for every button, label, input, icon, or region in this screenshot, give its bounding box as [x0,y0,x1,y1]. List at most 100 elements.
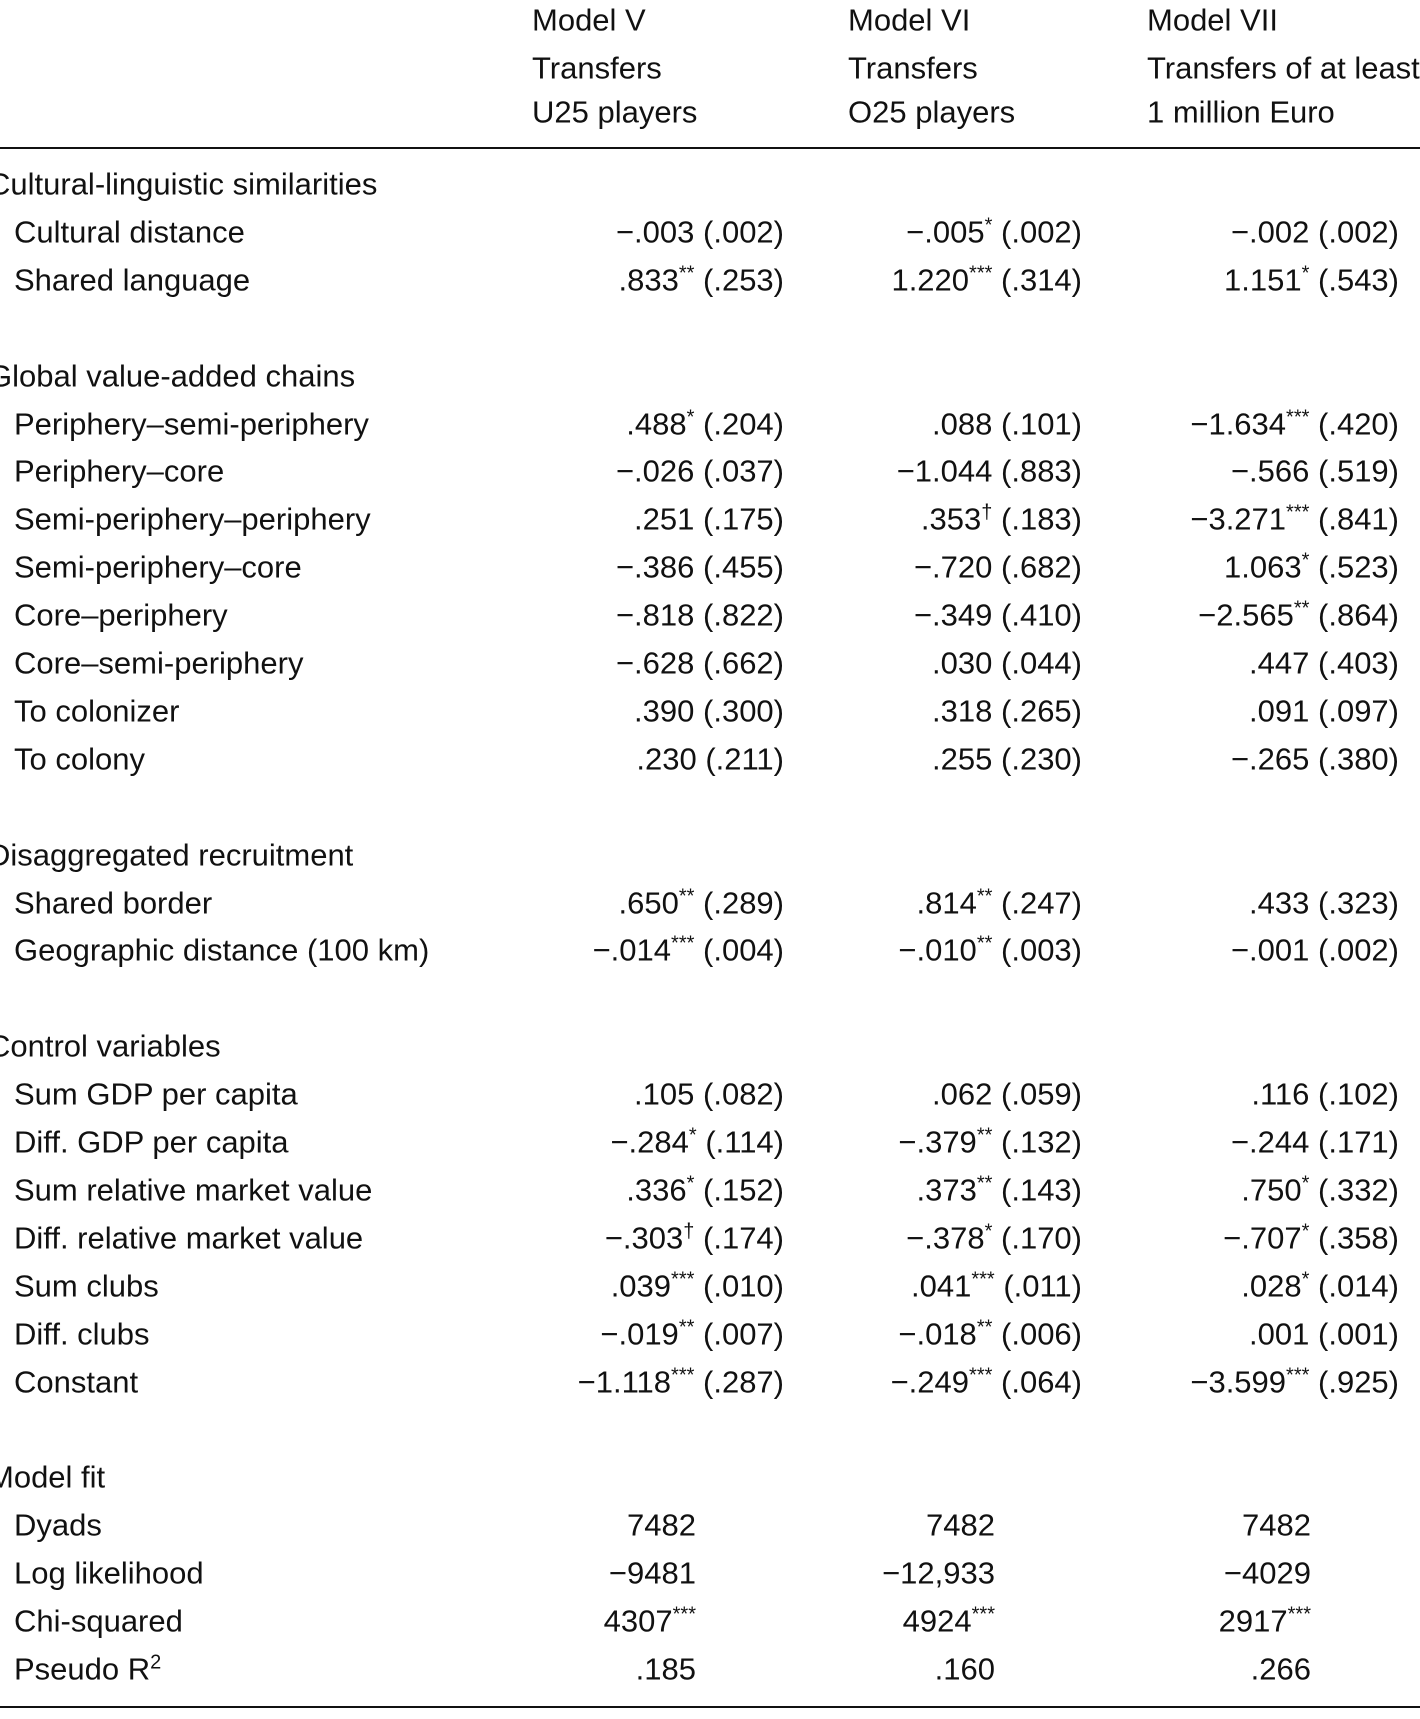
row-label: Diff. clubs [14,1318,150,1349]
cell: −.026 (.037) [616,456,784,487]
cell: 4924*** [902,1603,995,1639]
section-title: Global value-added chains [0,358,356,394]
cell: −.284* (.114) [610,1124,784,1160]
coefficient: −.010 [898,932,977,968]
cell: 2917*** [1219,1603,1311,1637]
coefficient: −2.565 [1198,597,1294,633]
coefficient: −.303 [604,1220,684,1256]
row-label: Periphery–semi-periphery [14,408,369,439]
std-error: (.002) [1318,932,1399,968]
std-error: (.059) [1001,1076,1082,1112]
std-error: (.925) [1318,1364,1399,1399]
significance: *** [1286,406,1310,428]
std-error: (.143) [1001,1172,1082,1208]
significance: *** [1286,1364,1310,1386]
cell: .650** (.289) [618,886,784,918]
std-error: (.183) [1001,501,1082,537]
std-error: (.523) [1318,549,1399,585]
std-error: (.841) [1318,501,1399,537]
cell: −.349 (.410) [914,600,1082,631]
cell: −.249*** (.064) [891,1364,1082,1399]
coefficient: −.014 [592,932,672,968]
significance: * [1301,1172,1310,1195]
std-error: (.519) [1318,453,1399,489]
cell: .447 (.403) [1249,648,1399,679]
std-error: (.097) [1318,693,1399,729]
cell: −.720 (.682) [914,552,1082,583]
row-label: Chi-squared [14,1606,183,1637]
coefficient: .373 [916,1172,977,1208]
coefficient: −.001 [1230,932,1310,968]
top-rule [0,147,1420,149]
row-label: Dyads [14,1510,102,1541]
row-label: Sum GDP per capita [14,1079,298,1110]
coefficient: .433 [1249,885,1310,920]
row-label: Core–semi-periphery [14,648,303,679]
std-error: (.014) [1318,1268,1399,1304]
cell: −9481 [609,1558,696,1589]
coefficient: 1.220 [891,262,970,298]
coefficient: .750 [1241,1172,1302,1208]
coefficient: .185 [635,1651,696,1687]
significance: ** [1293,597,1310,620]
coefficient: −.002 [1230,214,1310,250]
cell: .266 [1251,1653,1311,1684]
coefficient: .336 [626,1172,687,1208]
cell: .088 (.101) [932,408,1082,439]
row-label-text: Semi-periphery–periphery [14,501,371,537]
coefficient: −1.044 [896,453,993,489]
cell: .353† (.183) [921,501,1082,537]
std-error: (.011) [1003,1268,1082,1304]
cell: −.001 (.002) [1231,935,1399,966]
coefficient: −.349 [913,597,993,633]
significance: *** [671,1268,695,1291]
significance: *** [1287,1603,1311,1626]
row-label: Semi-periphery–periphery [14,504,371,535]
row-label-text: Dyads [14,1507,102,1543]
section-title: Cultural-linguistic similarities [0,166,378,202]
coefficient: .160 [934,1651,995,1687]
coefficient: −3.599 [1190,1364,1287,1399]
coefficient: −12,933 [882,1555,995,1591]
coefficient: .001 [1249,1316,1310,1352]
cell: .336* (.152) [626,1172,784,1208]
row-label-sup: 2 [150,1651,162,1674]
coefficient: −.628 [615,645,695,681]
significance: * [984,214,993,237]
column-header: Transfers [848,50,978,86]
cell: .160 [935,1653,995,1684]
row-label-text: Sum GDP per capita [14,1076,298,1112]
coefficient: −9481 [608,1555,696,1591]
coefficient: 4924 [902,1603,972,1639]
std-error: (.323) [1318,885,1399,920]
coefficient: .091 [1249,693,1310,729]
coefficient: −.005 [906,214,985,250]
column-header: Transfers of at least [1147,50,1420,86]
coefficient: −.019 [600,1316,679,1352]
row-label: Geographic distance (100 km) [14,935,429,966]
cell: −.265 (.380) [1231,743,1399,774]
row-label-text: Constant [14,1364,139,1399]
coefficient: .255 [932,741,993,777]
std-error: (.114) [705,1124,784,1160]
std-error: (.003) [1001,932,1082,968]
row-label: Core–periphery [14,600,228,631]
row-label: Constant [14,1366,138,1397]
row-label-text: Semi-periphery–core [14,549,302,585]
cell: −.005* (.002) [906,214,1082,250]
column-header: U25 players [532,94,698,130]
cell: 7482 [1242,1510,1311,1541]
row-label-text: Cultural distance [14,214,245,250]
row-label-text: Chi-squared [14,1603,183,1639]
coefficient: .028 [1241,1268,1302,1304]
row-label: Periphery–core [14,456,224,487]
std-error: (.265) [1001,693,1082,729]
std-error: (.064) [1001,1364,1082,1399]
std-error: (.682) [1001,549,1082,585]
column-header: Model VI [848,2,971,38]
std-error: (.174) [703,1220,784,1256]
significance: * [1301,262,1310,285]
std-error: (.007) [703,1316,784,1352]
cell: .373** (.143) [916,1172,1082,1208]
